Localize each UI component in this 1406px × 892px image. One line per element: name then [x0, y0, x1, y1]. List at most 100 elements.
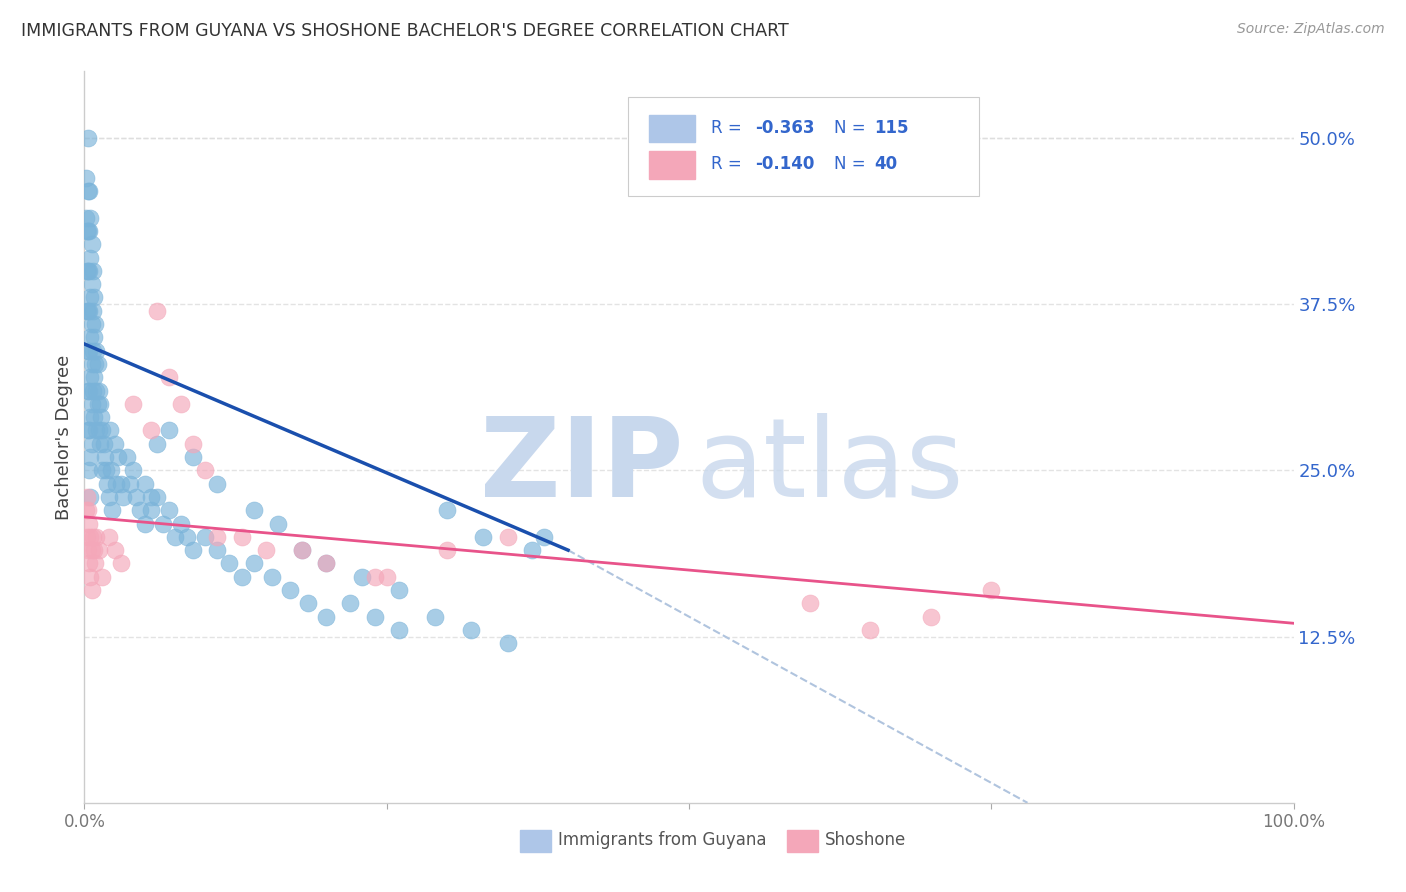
Point	[86, 384, 108, 398]
Text: R =: R =	[710, 119, 747, 136]
Point	[242, 503, 264, 517]
Point	[86, 343, 108, 358]
Point	[291, 543, 314, 558]
Point	[980, 582, 1002, 597]
Point	[86, 397, 108, 411]
Point	[77, 384, 100, 398]
Point	[207, 543, 229, 558]
Point	[94, 463, 117, 477]
Point	[146, 490, 169, 504]
Point	[80, 237, 103, 252]
Point	[86, 424, 108, 438]
Point	[80, 277, 103, 292]
Point	[363, 609, 385, 624]
Point	[129, 503, 152, 517]
Text: N =: N =	[834, 155, 870, 173]
Text: N =: N =	[834, 119, 870, 136]
Point	[194, 463, 217, 477]
Point	[100, 463, 122, 477]
Point	[96, 476, 118, 491]
Text: Immigrants from Guyana: Immigrants from Guyana	[558, 831, 766, 849]
Point	[121, 397, 143, 411]
Point	[352, 570, 374, 584]
Text: ZIP: ZIP	[479, 413, 683, 520]
Point	[77, 516, 100, 531]
Text: -0.363: -0.363	[755, 119, 815, 136]
Point	[859, 623, 882, 637]
Point	[242, 557, 264, 571]
Point	[146, 303, 169, 318]
Point	[80, 317, 103, 331]
Point	[181, 543, 204, 558]
Point	[90, 410, 112, 425]
Point	[496, 636, 519, 650]
Point	[77, 384, 100, 398]
Point	[76, 490, 98, 504]
Point	[77, 224, 100, 238]
Point	[139, 424, 162, 438]
Point	[218, 557, 240, 571]
Point	[194, 530, 217, 544]
Point	[110, 557, 132, 571]
Point	[76, 303, 98, 318]
Point	[267, 516, 290, 531]
Point	[77, 463, 100, 477]
Point	[82, 530, 104, 544]
Point	[110, 476, 132, 491]
Point	[152, 516, 174, 531]
Point	[423, 609, 446, 624]
Point	[77, 264, 100, 278]
Point	[107, 450, 129, 464]
Point	[101, 503, 124, 517]
Point	[799, 596, 821, 610]
Text: Shoshone: Shoshone	[825, 831, 907, 849]
Point	[920, 609, 942, 624]
Point	[254, 543, 277, 558]
Point	[315, 557, 337, 571]
Point	[87, 543, 110, 558]
Point	[388, 582, 411, 597]
Text: Source: ZipAtlas.com: Source: ZipAtlas.com	[1237, 22, 1385, 37]
Point	[79, 251, 101, 265]
Point	[80, 582, 103, 597]
Point	[82, 384, 104, 398]
Point	[79, 370, 101, 384]
Text: 40: 40	[875, 155, 897, 173]
Point	[84, 557, 107, 571]
Point	[181, 436, 204, 450]
Point	[260, 570, 283, 584]
Point	[77, 343, 100, 358]
Point	[79, 450, 101, 464]
Point	[75, 503, 97, 517]
Text: R =: R =	[710, 155, 747, 173]
Text: -0.140: -0.140	[755, 155, 815, 173]
Point	[76, 530, 98, 544]
Point	[89, 436, 111, 450]
Point	[207, 476, 229, 491]
Point	[207, 530, 229, 544]
Point	[77, 503, 100, 517]
Point	[315, 557, 337, 571]
Point	[80, 357, 103, 371]
Point	[77, 543, 100, 558]
Point	[181, 450, 204, 464]
Point	[112, 490, 135, 504]
Point	[278, 582, 301, 597]
Point	[77, 184, 100, 198]
Point	[77, 303, 100, 318]
Point	[91, 424, 114, 438]
Point	[83, 543, 105, 558]
Point	[170, 397, 193, 411]
Point	[79, 211, 101, 225]
Point	[231, 570, 253, 584]
Point	[76, 264, 98, 278]
Point	[520, 543, 543, 558]
Point	[533, 530, 555, 544]
Point	[75, 211, 97, 225]
Point	[98, 424, 121, 438]
Point	[94, 450, 117, 464]
Point	[84, 357, 107, 371]
Point	[82, 264, 104, 278]
Point	[165, 530, 187, 544]
Point	[496, 530, 519, 544]
